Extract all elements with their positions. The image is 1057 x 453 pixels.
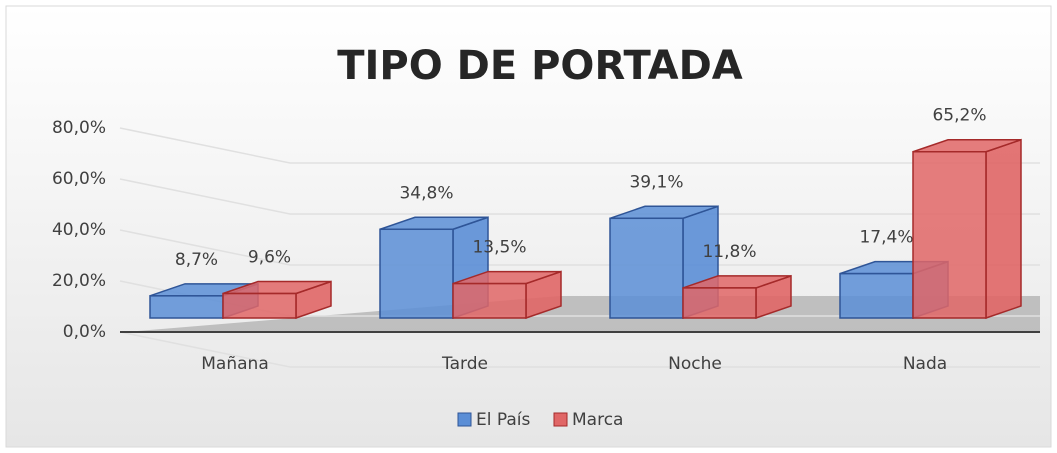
y-tick-label: 0,0% bbox=[63, 322, 106, 342]
value-label: 11,8% bbox=[702, 242, 756, 262]
legend-swatch bbox=[553, 412, 568, 427]
grid-line bbox=[119, 331, 1040, 368]
grid-line bbox=[119, 229, 1040, 266]
y-tick-label: 80,0% bbox=[52, 118, 106, 138]
bar-front bbox=[149, 295, 224, 319]
y-tick-label: 60,0% bbox=[52, 169, 106, 189]
legend-label: Marca bbox=[572, 410, 623, 430]
y-tick-label: 40,0% bbox=[52, 220, 106, 240]
bar-front bbox=[839, 272, 914, 319]
bar bbox=[682, 274, 792, 320]
grid-line bbox=[119, 178, 1040, 215]
x-tick-label: Noche bbox=[668, 354, 722, 374]
bar-front bbox=[682, 287, 757, 319]
value-label: 65,2% bbox=[932, 106, 986, 126]
x-tick-label: Mañana bbox=[201, 354, 268, 374]
bar-front bbox=[379, 228, 454, 319]
chart-title: TIPO DE PORTADA bbox=[337, 43, 743, 89]
bar bbox=[222, 280, 332, 320]
bar bbox=[912, 138, 1022, 320]
bar bbox=[452, 270, 562, 320]
bar-front bbox=[222, 292, 297, 319]
value-label: 9,6% bbox=[248, 248, 291, 268]
legend-swatch bbox=[457, 412, 472, 427]
grid-line bbox=[119, 127, 1040, 164]
bar-front bbox=[452, 282, 527, 319]
value-label: 39,1% bbox=[629, 172, 683, 192]
chart-background bbox=[5, 5, 1052, 448]
bar-side bbox=[985, 138, 1022, 320]
legend-label: El País bbox=[476, 410, 530, 430]
value-label: 8,7% bbox=[175, 250, 218, 270]
x-tick-label: Tarde bbox=[441, 354, 488, 374]
value-label: 34,8% bbox=[399, 183, 453, 203]
floor bbox=[125, 296, 1040, 332]
bar-front bbox=[912, 150, 987, 319]
value-label: 13,5% bbox=[472, 238, 526, 258]
value-label: 17,4% bbox=[859, 228, 913, 248]
x-tick-label: Nada bbox=[903, 354, 947, 374]
y-tick-label: 20,0% bbox=[52, 271, 106, 291]
bar-front bbox=[609, 217, 684, 319]
